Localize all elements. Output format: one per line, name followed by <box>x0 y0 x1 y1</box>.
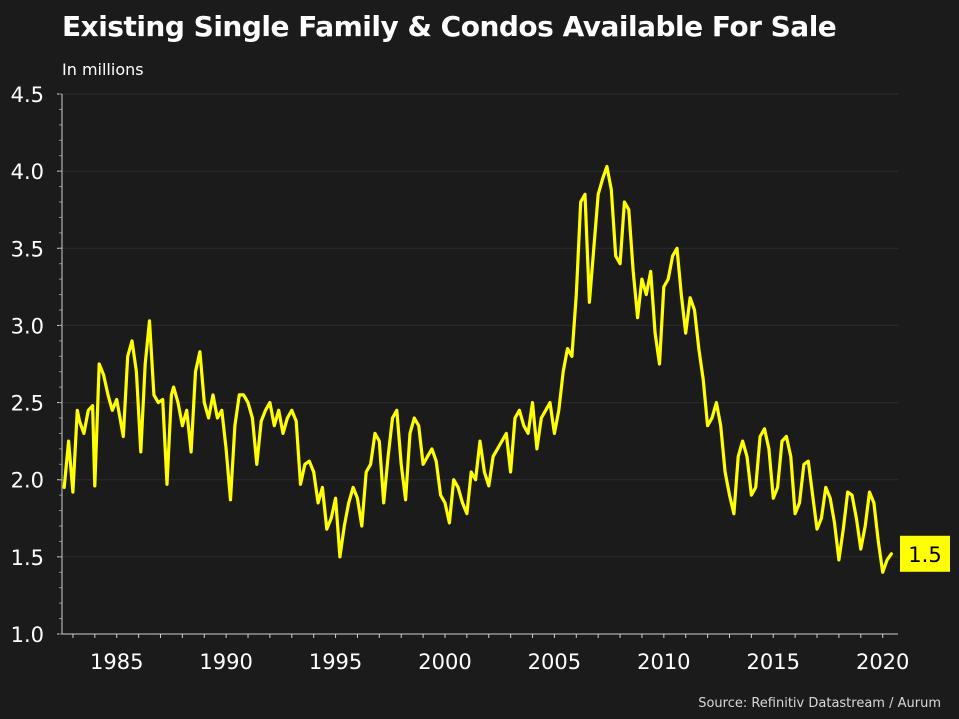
last-value-label: 1.5 <box>908 543 941 567</box>
chart-title: Existing Single Family & Condos Availabl… <box>62 10 837 43</box>
y-tick-label: 3.0 <box>11 314 44 338</box>
x-tick-label: 2020 <box>856 650 909 674</box>
x-tick-label: 2010 <box>637 650 690 674</box>
last-value-box <box>900 535 950 572</box>
x-tick-label: 2005 <box>528 650 581 674</box>
series-line <box>62 164 894 574</box>
y-tick-label: 2.0 <box>11 469 44 493</box>
x-tick-label: 1995 <box>309 650 362 674</box>
x-tick-label: 2015 <box>747 650 800 674</box>
chart-subtitle: In millions <box>62 60 144 79</box>
y-tick-label: 4.5 <box>11 83 44 107</box>
y-tick-label: 3.5 <box>11 237 44 261</box>
x-tick-label: 2000 <box>418 650 471 674</box>
y-tick-label: 2.5 <box>11 392 44 416</box>
x-tick-label: 1985 <box>90 650 143 674</box>
y-tick-label: 1.5 <box>11 546 44 570</box>
y-tick-label: 1.0 <box>11 623 44 647</box>
x-tick-label: 1990 <box>199 650 252 674</box>
y-tick-label: 4.0 <box>11 160 44 184</box>
chart-source: Source: Refinitiv Datastream / Aurum <box>698 696 941 711</box>
